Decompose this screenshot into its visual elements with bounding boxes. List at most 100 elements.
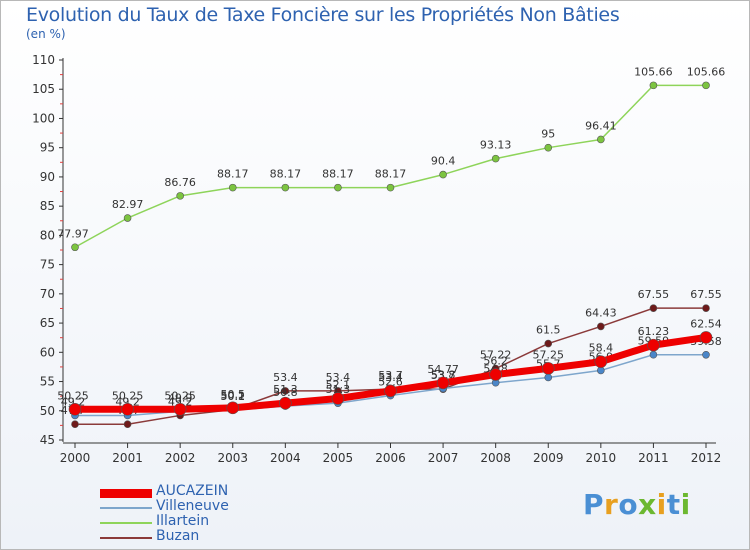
data-point-villeneuve (544, 373, 553, 382)
data-label-buzan: 67.55 (638, 288, 670, 301)
data-label-aucazein: 58.4 (589, 342, 614, 355)
y-tick-label: 85 (40, 199, 55, 213)
data-label-aucazein: 51.3 (273, 383, 298, 396)
series-line-illartein (74, 84, 707, 249)
unit-label: (en %) (26, 27, 66, 41)
data-point-aucazein (541, 362, 555, 375)
data-label-buzan: 53.7 (378, 369, 403, 382)
data-point-illartein (334, 183, 342, 192)
data-point-buzan (281, 387, 290, 395)
x-tick-label: 2001 (112, 451, 143, 465)
x-tick-label: 2008 (480, 451, 511, 465)
data-point-aucazein (226, 401, 240, 415)
data-label-illartein: 88.17 (322, 168, 354, 181)
legend-swatch (100, 507, 152, 509)
x-tick-label: 2003 (217, 451, 248, 465)
data-label-aucazein: 61.23 (638, 325, 670, 338)
data-point-buzan (597, 322, 605, 331)
x-tick-label: 2012 (691, 451, 722, 465)
data-point-illartein (228, 183, 237, 192)
data-point-illartein (649, 81, 658, 90)
y-tick-label: 70 (40, 287, 55, 301)
data-point-aucazein (279, 396, 292, 410)
data-label-villeneuve: 49.9 (168, 391, 193, 404)
data-label-aucazein: 50.25 (164, 389, 196, 402)
y-tick-label: 100 (32, 111, 55, 125)
data-label-buzan: 57.22 (480, 349, 512, 362)
x-tick-label: 2006 (375, 451, 406, 465)
data-point-aucazein (594, 355, 608, 368)
data-point-buzan (702, 304, 710, 312)
data-point-aucazein (121, 403, 134, 416)
x-tick-label: 2007 (428, 451, 459, 465)
data-label-aucazein: 50.25 (112, 389, 144, 402)
y-tick-label: 45 (40, 433, 55, 447)
data-point-illartein (71, 243, 79, 252)
data-point-illartein (597, 135, 605, 144)
data-label-buzan: 64.43 (585, 306, 617, 319)
legend-label: Villeneuve (156, 498, 229, 514)
data-label-aucazein: 50.5 (221, 388, 246, 401)
data-point-aucazein (489, 368, 502, 381)
data-point-aucazein (647, 338, 660, 352)
data-label-illartein: 82.97 (112, 198, 144, 211)
data-point-aucazein (173, 403, 187, 416)
data-label-illartein: 88.17 (270, 168, 302, 181)
legend-item-aucazein: AUCAZEIN (100, 483, 340, 500)
data-point-illartein (281, 183, 290, 192)
data-label-aucazein: 56.2 (483, 355, 508, 368)
data-point-aucazein (699, 331, 713, 344)
data-point-illartein (491, 154, 500, 163)
y-tick-label: 80 (40, 228, 55, 242)
data-point-buzan (649, 304, 658, 312)
data-point-aucazein (384, 384, 397, 398)
legend-item-villeneuve: Villeneuve (100, 498, 340, 515)
data-label-illartein: 105.66 (634, 65, 673, 78)
data-label-illartein: 90.4 (431, 155, 456, 168)
y-tick-label: 75 (40, 258, 55, 272)
legend-swatch (100, 522, 152, 524)
y-tick-label: 50 (40, 404, 55, 418)
x-tick-label: 2011 (638, 451, 669, 465)
data-point-buzan (544, 339, 553, 348)
data-point-aucazein (436, 376, 450, 390)
legend-label: Buzan (156, 528, 200, 544)
data-point-villeneuve (649, 350, 658, 359)
x-tick-label: 2009 (533, 451, 564, 465)
data-label-buzan: 50.2 (221, 390, 246, 403)
data-label-aucazein: 53.4 (378, 371, 403, 384)
x-tick-label: 2010 (586, 451, 617, 465)
data-label-illartein: 86.76 (164, 176, 196, 189)
data-point-villeneuve (597, 366, 605, 375)
data-point-villeneuve (702, 350, 710, 359)
data-point-illartein (439, 170, 447, 179)
x-tick-label: 2000 (60, 451, 91, 465)
data-point-aucazein (331, 392, 345, 405)
data-label-aucazein: 52.1 (326, 378, 351, 391)
legend-label: AUCAZEIN (156, 483, 229, 499)
x-tick-label: 2005 (323, 451, 354, 465)
y-tick-label: 95 (40, 141, 55, 155)
y-tick-label: 55 (40, 375, 55, 389)
data-point-illartein (386, 183, 395, 192)
legend-label: Illartein (156, 513, 210, 529)
data-label-buzan: 67.55 (690, 288, 722, 301)
chart-title: Evolution du Taux de Taxe Foncière sur l… (26, 4, 620, 26)
data-point-aucazein (68, 403, 82, 416)
data-label-buzan: 49.2 (168, 395, 193, 408)
data-label-villeneuve: 49.2 (115, 395, 140, 408)
data-label-aucazein: 54.77 (427, 363, 459, 376)
data-label-villeneuve: 53.8 (431, 369, 456, 382)
data-label-illartein: 105.66 (687, 65, 726, 78)
data-label-illartein: 95 (541, 128, 555, 141)
data-point-illartein (544, 143, 553, 152)
legend-item-buzan: Buzan (100, 528, 340, 545)
y-tick-label: 110 (32, 53, 55, 67)
legend-swatch (100, 537, 152, 539)
data-label-aucazein: 62.54 (690, 317, 722, 330)
data-label-illartein: 96.41 (585, 119, 617, 132)
legend-swatch (100, 488, 152, 498)
y-tick-label: 105 (32, 82, 55, 96)
data-label-aucazein: 57.25 (533, 348, 565, 361)
